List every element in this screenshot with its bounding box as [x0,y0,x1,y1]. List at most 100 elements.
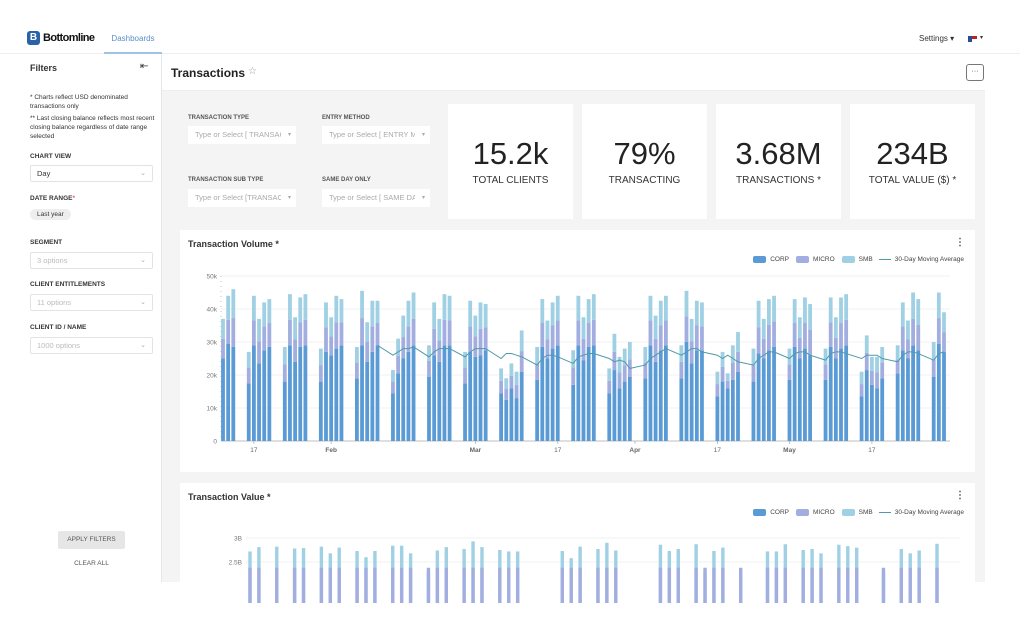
same-day-select[interactable]: Type or Select [ SAME DAY ONLY ] ▾ [322,189,430,207]
caret-down-icon: ▾ [421,195,425,201]
settings-menu[interactable]: Settings ▾ [919,34,955,43]
legend-smb[interactable]: SMB [858,509,873,516]
bar-micro [462,567,466,603]
bar-micro [550,325,555,349]
clear-all-button[interactable]: CLEAR ALL [74,560,109,567]
bar-micro [480,567,484,603]
bar-smb [772,295,776,322]
bar-micro [360,318,364,346]
bar-micro [833,337,838,359]
legend-smb[interactable]: SMB [858,256,873,263]
y-tick-label: 3B [234,536,242,543]
bar-micro [406,326,411,352]
kpi-total-clients: 15.2k TOTAL CLIENTS [448,104,573,219]
bar-corp [823,379,828,441]
legend-corp[interactable]: CORP [770,256,789,263]
legend-swatch-micro [795,509,809,516]
us-flag-icon[interactable] [968,36,977,42]
bar-corp [761,358,766,441]
client-placeholder: 1000 options [37,341,80,350]
bar-corp [772,346,776,441]
bar-smb [226,295,231,320]
bar-micro [560,567,564,603]
bar-corp [396,373,400,441]
bar-micro [605,567,609,603]
legend-micro[interactable]: MICRO [812,509,835,516]
bar-corp [473,356,478,441]
chart-view-select[interactable]: Day ⌄ [30,165,153,182]
bottomline-logo[interactable]: B Bottomline [27,31,95,45]
bar-corp [504,399,509,441]
transaction-type-select[interactable]: Type or Select [ TRANSACTION TYPE ] ▾ [188,126,296,144]
bar-micro [694,567,698,603]
bar-smb [875,356,879,373]
star-icon[interactable]: ☆ [248,66,257,77]
page-title: Transactions [171,66,246,80]
apply-filters-button[interactable]: APPLY FILTERS [58,531,125,549]
bar-corp [870,384,874,441]
bar-micro [221,338,225,359]
bar-smb [555,295,560,321]
bar-corp [916,350,921,441]
language-caret-icon[interactable]: ▾ [980,35,984,41]
bar-micro [571,367,576,385]
entitlements-select[interactable]: 11 options ⌄ [30,294,153,311]
bar-smb [792,299,797,324]
segment-select[interactable]: 3 options ⌄ [30,252,153,269]
date-range-chip[interactable]: Last year [30,209,71,220]
bar-smb [581,317,586,339]
bar-smb [391,370,395,382]
bar-smb [823,348,828,365]
bar-smb [648,295,653,321]
bar-micro [774,567,779,603]
bar-micro [936,318,941,344]
bar-micro [787,364,792,380]
bar-smb [545,320,550,340]
bar-corp [535,379,540,441]
bar-corp [586,346,591,441]
legend-corp[interactable]: CORP [770,509,789,516]
entry-method-select[interactable]: Type or Select [ ENTRY METHOD ] ▾ [322,126,430,144]
legend-moving-average[interactable]: 30-Day Moving Average [894,256,964,263]
bar-corp [612,370,617,441]
transaction-value-card: Transaction Value * ⋮ CORP MICRO SMB 30-… [180,483,975,603]
more-options-button[interactable]: ··· [966,64,984,81]
bar-micro [703,567,707,603]
bar-micro [911,318,915,346]
collapse-sidebar-icon[interactable]: ⇤ [140,61,149,72]
bar-smb [509,363,514,376]
bar-smb [725,373,730,381]
bar-corp [365,361,370,441]
bar-smb [411,292,416,319]
chart-menu-icon[interactable]: ⋮ [955,490,965,501]
bar-micro [819,567,823,603]
bar-corp [391,393,395,441]
kpi-value: 234B [876,136,949,171]
segment-placeholder: 3 options [37,256,68,265]
legend-swatch-corp [753,509,767,516]
bar-smb [576,295,581,321]
chart-menu-icon[interactable]: ⋮ [955,237,965,248]
bar-micro [391,381,395,394]
sub-type-select[interactable]: Type or Select [TRANSACTION SUB TYPE] ▾ [188,189,296,207]
legend-micro[interactable]: MICRO [812,256,835,263]
client-select[interactable]: 1000 options ⌄ [30,337,153,354]
bar-micro [900,326,905,351]
bar-smb [252,295,256,321]
bar-smb [643,346,648,363]
client-label: CLIENT ID / NAME [30,324,87,331]
legend-moving-average[interactable]: 30-Day Moving Average [894,509,964,516]
bar-corp [483,350,488,441]
bar-corp [664,345,668,441]
bar-smb [293,317,297,340]
bar-corp [591,345,596,441]
x-tick-label: 17 [868,447,876,454]
bar-micro [837,567,841,603]
bar-micro [334,322,339,349]
x-tick-label: 17 [714,447,722,454]
bar-corp [895,373,900,441]
tab-dashboards[interactable]: Dashboards [104,27,162,54]
x-tick-label: 17 [554,447,562,454]
bar-corp [478,355,483,441]
sub-type-label: TRANSACTION SUB TYPE [188,177,264,183]
